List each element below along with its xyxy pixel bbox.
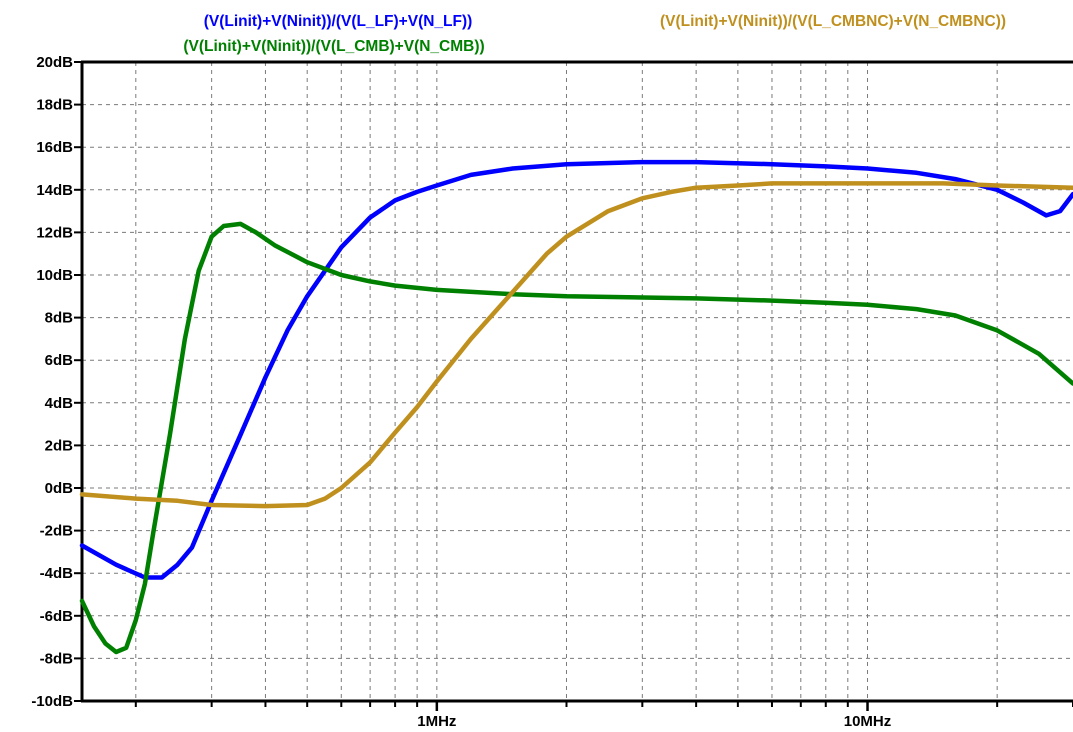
x-axis: 1MHz 10MHz	[134, 701, 1073, 730]
y-tick-label: -8dB	[40, 650, 74, 667]
y-tick-label: 4dB	[45, 395, 74, 412]
y-tick-label: 2dB	[45, 437, 74, 454]
x-tick-label: 1MHz	[417, 713, 456, 730]
plot-frame	[80, 60, 1073, 703]
y-tick-label: 8dB	[45, 310, 74, 327]
y-tick-label: 16dB	[36, 139, 73, 156]
x-tick-label: 10MHz	[844, 713, 892, 730]
series-lines	[79, 159, 1073, 655]
legend-label-cmb: (V(Linit)+V(Ninit))/(V(L_CMB)+V(N_CMB))	[183, 38, 484, 55]
series-line-1	[79, 221, 1073, 655]
y-tick-label: 18dB	[36, 97, 73, 114]
y-tick-label: 0dB	[45, 480, 74, 497]
legend-label-lf: (V(Linit)+V(Ninit))/(V(L_LF)+V(N_LF))	[204, 13, 473, 30]
grid	[82, 62, 1073, 701]
series-line-2	[79, 181, 1073, 509]
series-line-0	[79, 159, 1073, 580]
y-tick-label: 12dB	[36, 224, 73, 241]
y-tick-label: 10dB	[36, 267, 73, 284]
y-tick-label: 14dB	[36, 182, 73, 199]
y-tick-label: -6dB	[40, 608, 74, 625]
y-tick-label: -10dB	[31, 693, 73, 710]
y-tick-label: -2dB	[40, 523, 74, 540]
legend-label-cmbnc: (V(Linit)+V(Ninit))/(V(L_CMBNC)+V(N_CMBN…	[660, 13, 1006, 30]
y-tick-label: -4dB	[40, 565, 74, 582]
y-axis: 20dB 18dB 16dB 14dB 12dB 10dB 8dB 6dB 4dB 2dB 0dB -…	[31, 54, 82, 710]
y-tick-label: 6dB	[45, 352, 74, 369]
y-tick-label: 20dB	[36, 54, 73, 71]
